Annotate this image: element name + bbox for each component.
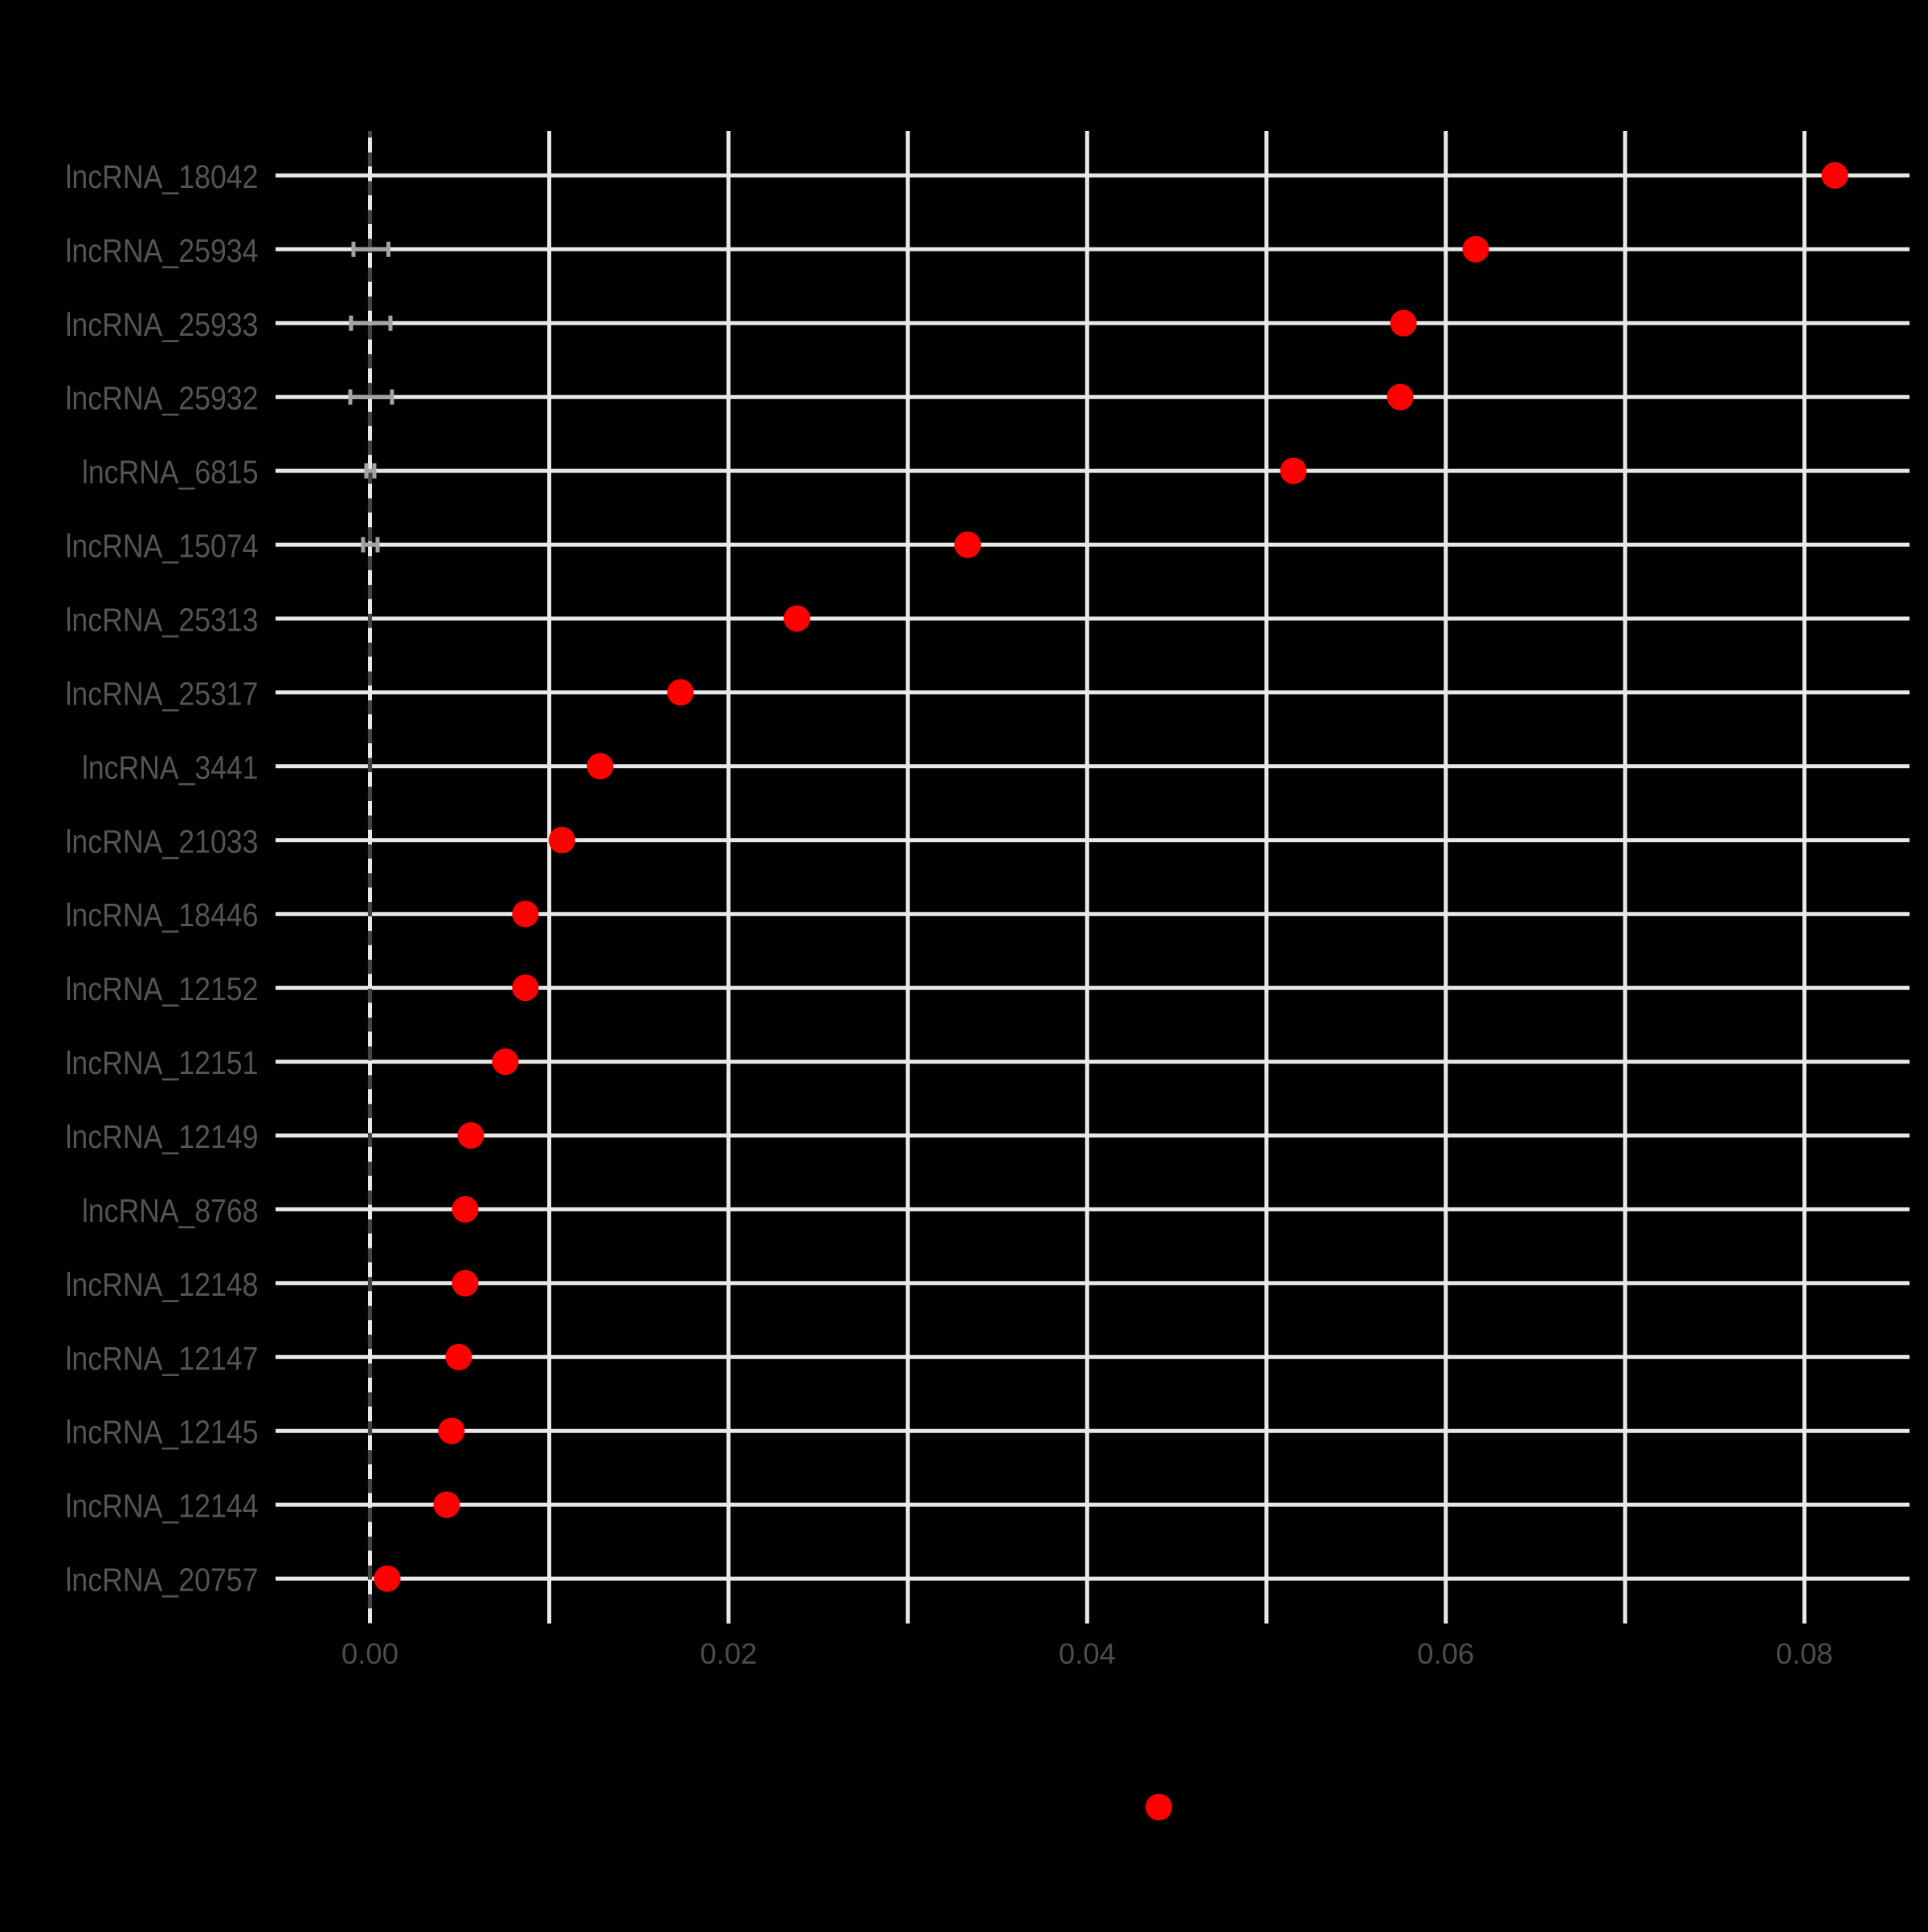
svg-text:lncRNA_6815: lncRNA_6815 <box>82 454 259 491</box>
svg-text:0.00: 0.00 <box>341 1637 398 1670</box>
svg-text:lncRNA_12145: lncRNA_12145 <box>66 1414 259 1451</box>
svg-text:lncRNA_25933: lncRNA_25933 <box>66 306 259 343</box>
svg-text:lncRNA_21033: lncRNA_21033 <box>66 823 259 860</box>
svg-text:lncRNA_20757: lncRNA_20757 <box>66 1562 259 1599</box>
svg-text:lncRNA_25934: lncRNA_25934 <box>66 232 259 269</box>
svg-text:lncRNA_18446: lncRNA_18446 <box>66 897 259 933</box>
svg-text:0.06: 0.06 <box>1417 1637 1474 1670</box>
svg-text:0.08: 0.08 <box>1776 1637 1833 1670</box>
svg-text:0.04: 0.04 <box>1059 1637 1116 1670</box>
svg-text:lncRNA_8768: lncRNA_8768 <box>82 1192 259 1229</box>
svg-text:lncRNA_25313: lncRNA_25313 <box>66 602 259 639</box>
svg-text:lncRNA_12151: lncRNA_12151 <box>66 1044 259 1081</box>
svg-text:lncRNA_12148: lncRNA_12148 <box>66 1266 259 1303</box>
svg-text:lncRNA_12147: lncRNA_12147 <box>66 1340 259 1377</box>
svg-text:lncRNA_3441: lncRNA_3441 <box>82 749 259 786</box>
svg-text:lncRNA_12149: lncRNA_12149 <box>66 1118 259 1155</box>
svg-text:lncRNA_12144: lncRNA_12144 <box>66 1488 259 1525</box>
svg-text:lncRNA_12152: lncRNA_12152 <box>66 970 259 1007</box>
svg-text:lncRNA_25932: lncRNA_25932 <box>66 380 259 417</box>
svg-text:lncRNA_15074: lncRNA_15074 <box>66 528 259 565</box>
svg-text:0.02: 0.02 <box>700 1637 757 1670</box>
svg-text:lncRNA_25317: lncRNA_25317 <box>66 675 259 712</box>
svg-text:lncRNA_18042: lncRNA_18042 <box>66 158 259 195</box>
